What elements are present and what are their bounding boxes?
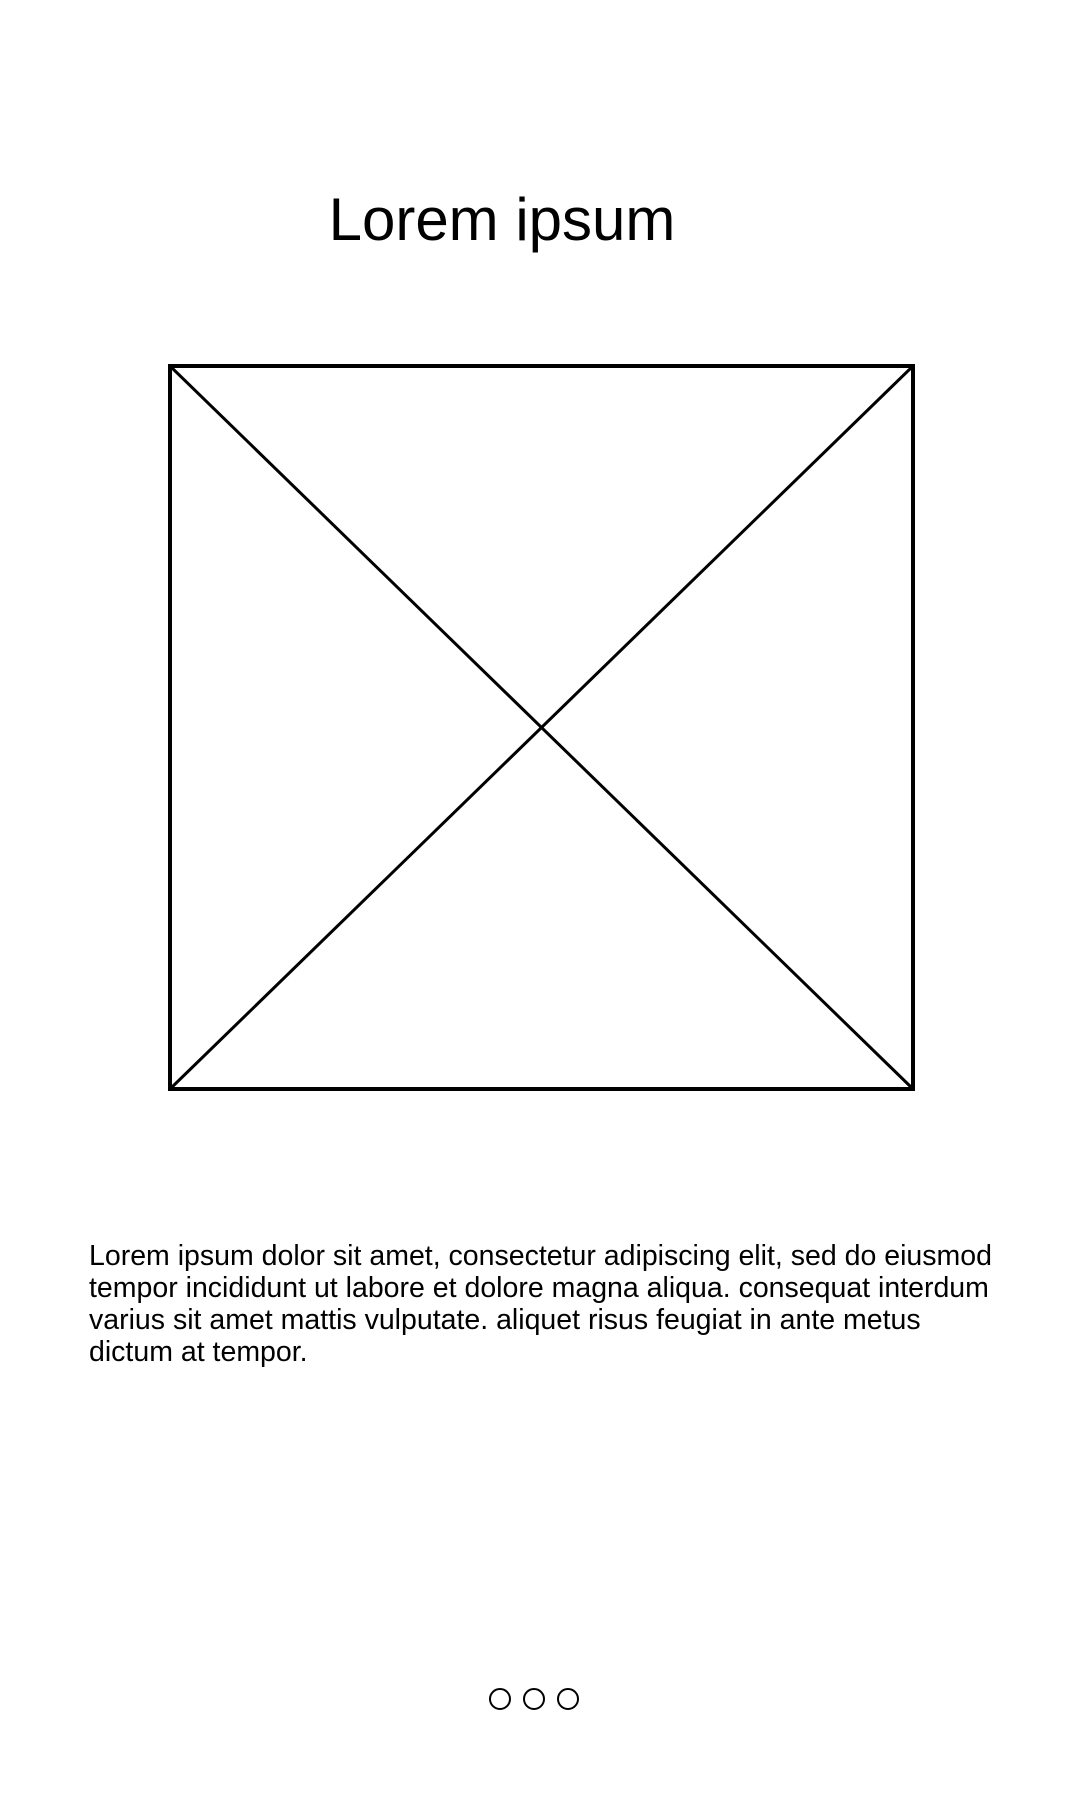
image-placeholder-icon xyxy=(168,364,915,1091)
page-title: Lorem ipsum xyxy=(328,186,676,253)
page-dot-2[interactable] xyxy=(523,1688,545,1710)
page-dot-1[interactable] xyxy=(489,1688,511,1710)
page-indicator xyxy=(489,1688,579,1710)
body-text: Lorem ipsum dolor sit amet, consectetur … xyxy=(89,1240,992,1368)
image-placeholder xyxy=(168,364,915,1091)
page-dot-3[interactable] xyxy=(557,1688,579,1710)
